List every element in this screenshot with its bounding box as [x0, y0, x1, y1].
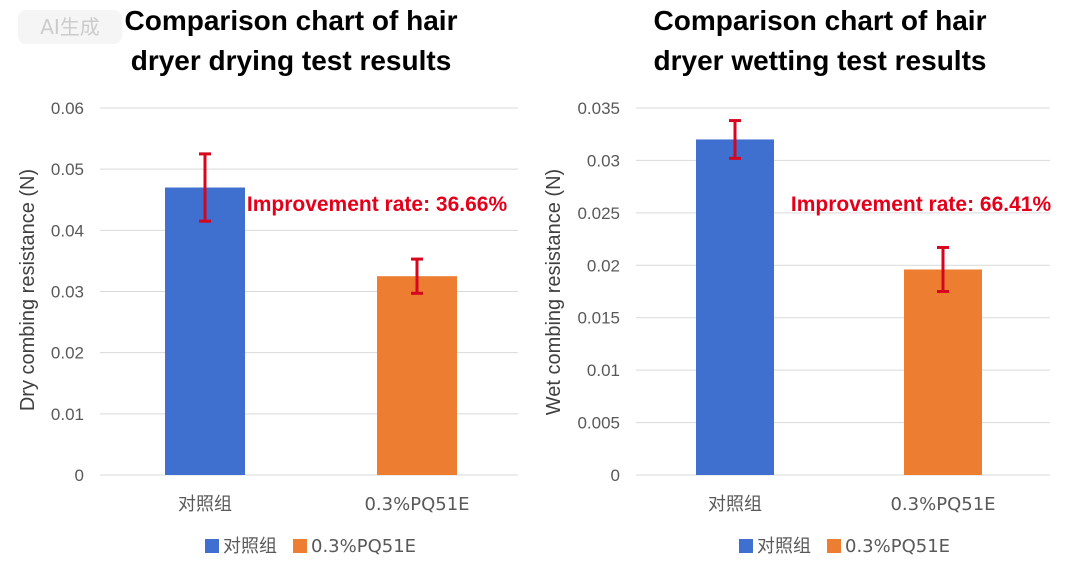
dry-combing-chart: Comparison chart of hair dryer drying tes…: [17, 5, 518, 557]
y-tick-label: 0.025: [577, 204, 620, 223]
chart-title-line: dryer drying test results: [131, 45, 452, 76]
x-category-label: 对照组: [708, 494, 762, 515]
y-tick-label: 0.01: [587, 361, 620, 380]
bar: [165, 187, 245, 475]
bar: [377, 276, 457, 475]
y-tick-label: 0: [611, 466, 620, 485]
y-tick-label: 0.03: [587, 151, 620, 170]
bar: [904, 269, 982, 475]
legend-label: 0.3%PQ51E: [311, 536, 416, 557]
y-tick-label: 0.015: [577, 309, 620, 328]
y-tick-label: 0.04: [51, 221, 84, 240]
y-axis-label: Wet combing resistance (N): [543, 169, 565, 415]
x-category-label: 对照组: [178, 494, 232, 515]
x-category-label: 0.3%PQ51E: [364, 494, 469, 515]
legend-label: 对照组: [223, 536, 277, 557]
y-tick-label: 0: [75, 466, 84, 485]
legend-swatch: [293, 539, 307, 553]
ai-generated-badge: AI生成: [18, 10, 122, 44]
legend-swatch: [205, 539, 219, 553]
improvement-annotation: Improvement rate: 66.41%: [791, 193, 1052, 216]
wet-combing-chart: Comparison chart of hair dryer wetting te…: [543, 5, 1051, 557]
legend-swatch: [827, 539, 841, 553]
legend-swatch: [739, 539, 753, 553]
improvement-annotation: Improvement rate: 36.66%: [247, 193, 508, 216]
y-axis-label: Dry combing resistance (N): [17, 169, 39, 411]
y-tick-label: 0.05: [51, 160, 84, 179]
legend-label: 0.3%PQ51E: [845, 536, 950, 557]
x-category-label: 0.3%PQ51E: [890, 494, 995, 515]
bar: [696, 139, 774, 475]
y-tick-label: 0.02: [51, 344, 84, 363]
y-tick-label: 0.03: [51, 283, 84, 302]
legend-label: 对照组: [757, 536, 811, 557]
y-tick-label: 0.02: [587, 256, 620, 275]
y-tick-label: 0.035: [577, 99, 620, 118]
chart-title-line: Comparison chart of hair: [654, 5, 987, 36]
y-tick-label: 0.005: [577, 414, 620, 433]
chart-title-line: Comparison chart of hair: [125, 5, 458, 36]
y-tick-label: 0.06: [51, 99, 84, 118]
y-tick-label: 0.01: [51, 405, 84, 424]
chart-title-line: dryer wetting test results: [654, 45, 987, 76]
